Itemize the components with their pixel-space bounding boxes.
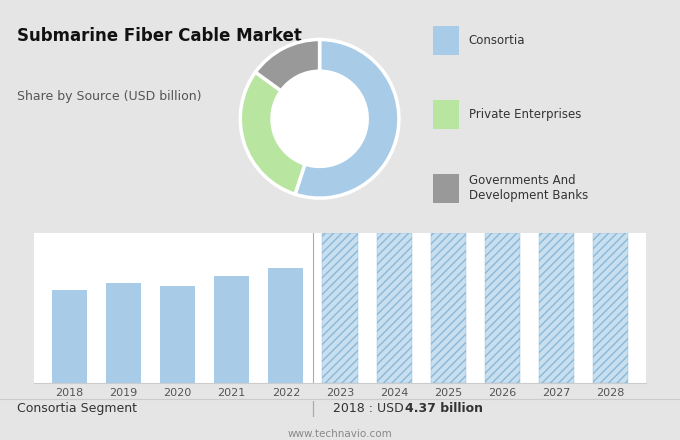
Text: Consortia: Consortia	[469, 34, 525, 47]
Bar	[52, 290, 87, 383]
Text: |: |	[310, 400, 316, 417]
Bar	[430, 233, 466, 383]
Bar	[322, 233, 358, 383]
Text: Submarine Fiber Cable Market: Submarine Fiber Cable Market	[17, 27, 302, 45]
FancyBboxPatch shape	[433, 99, 458, 129]
Wedge shape	[256, 40, 320, 91]
Bar	[106, 282, 141, 383]
Bar	[539, 233, 574, 383]
FancyBboxPatch shape	[433, 173, 458, 203]
Text: 4.37 billion: 4.37 billion	[405, 402, 483, 415]
Bar	[593, 233, 628, 383]
Bar	[214, 276, 250, 383]
Text: Consortia Segment: Consortia Segment	[17, 402, 137, 415]
FancyBboxPatch shape	[433, 26, 458, 55]
Text: Share by Source (USD billion): Share by Source (USD billion)	[17, 90, 201, 103]
Text: www.technavio.com: www.technavio.com	[288, 429, 392, 439]
Circle shape	[272, 71, 367, 166]
Bar	[485, 233, 520, 383]
Text: 2018 : USD: 2018 : USD	[333, 402, 408, 415]
Wedge shape	[295, 40, 399, 198]
Bar	[268, 268, 303, 383]
Text: Governments And
Development Banks: Governments And Development Banks	[469, 174, 588, 202]
Text: Private Enterprises: Private Enterprises	[469, 108, 581, 121]
Bar	[377, 233, 412, 383]
Bar	[160, 286, 195, 383]
Wedge shape	[240, 72, 305, 194]
